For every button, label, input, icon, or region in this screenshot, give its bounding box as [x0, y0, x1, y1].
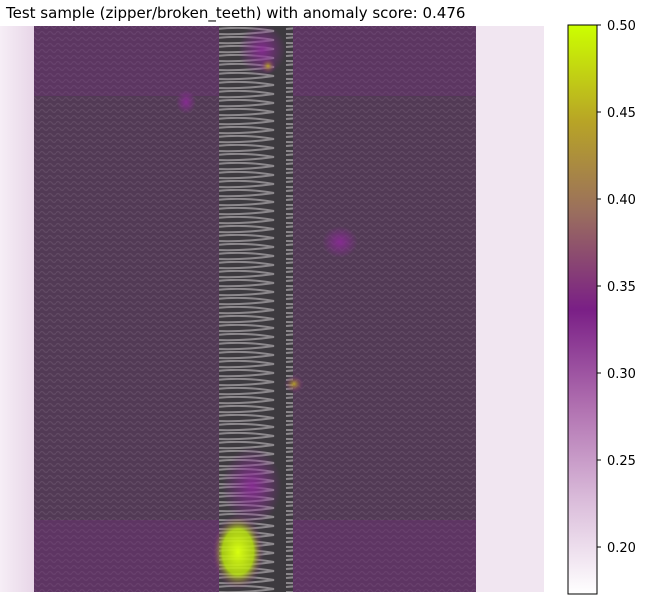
heatmap-image	[0, 24, 544, 592]
colorbar-tick-label: 0.25	[607, 454, 636, 469]
colorbar-tick-label: 0.50	[607, 19, 636, 34]
right-margin-haze	[476, 26, 544, 592]
colorbar-gradient	[567, 24, 598, 595]
left-margin-haze	[0, 26, 34, 592]
colorbar-tick-label: 0.40	[607, 193, 636, 208]
colorbar-tick-label: 0.30	[607, 367, 636, 382]
colorbar-tick-label: 0.45	[607, 106, 636, 121]
colorbar-tick-label: 0.35	[607, 280, 636, 295]
colorbar-ticks: 0.20 0.25 0.30 0.35 0.40 0.45 0.50	[597, 19, 636, 556]
hotspot-amber-middle	[284, 375, 304, 393]
hotspot-purple-right	[322, 226, 358, 258]
colorbar: 0.20 0.25 0.30 0.35 0.40 0.45 0.50	[567, 19, 636, 595]
hotspot-purple-left	[176, 90, 196, 114]
hotspot-amber-top	[260, 58, 276, 74]
chart-title: Test sample (zipper/broken_teeth) with a…	[5, 4, 465, 23]
colorbar-tick-label: 0.20	[607, 541, 636, 556]
hotspot-purple-lower	[222, 446, 282, 526]
hotspot-green-bottom	[212, 514, 264, 590]
